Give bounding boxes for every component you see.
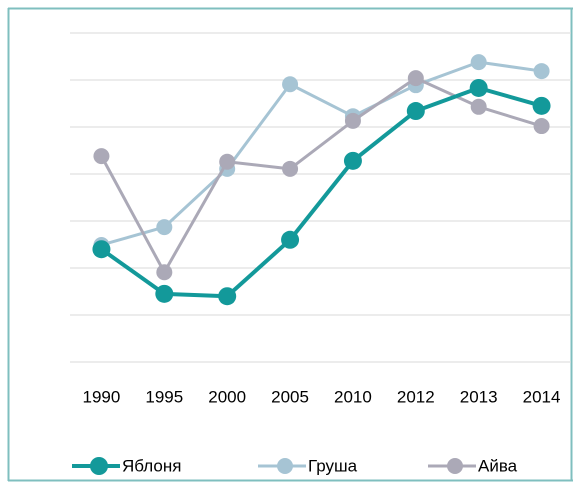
point [344,112,361,129]
legend-label: Яблоня [122,456,181,475]
point [532,96,551,115]
point [218,287,237,306]
point [533,118,550,135]
point [281,230,300,249]
x-tick-label: 1990 [83,387,121,406]
legend-label: Груша [308,456,358,475]
point [93,148,110,165]
point [406,102,425,121]
point [92,240,111,259]
series-line [100,85,543,299]
x-tick-label: 2005 [271,387,309,406]
series-line [101,60,542,247]
point [219,153,236,170]
point [156,219,173,236]
x-tick-label: 1995 [145,387,183,406]
point [470,54,487,71]
series-line [100,76,543,274]
point [407,70,424,87]
legend-marker [277,458,293,474]
point [156,264,173,281]
point [343,151,362,170]
x-tick-label: 2014 [523,387,561,406]
point [155,284,174,303]
point [533,63,550,80]
x-tick-label: 2000 [208,387,246,406]
point [282,160,299,177]
x-tick-label: 2012 [397,387,435,406]
legend-marker [447,458,463,474]
point [470,98,487,115]
point [282,76,299,93]
x-tick-label: 2010 [334,387,372,406]
legend-marker [90,457,108,475]
legend-label: Айва [478,456,518,475]
point [469,78,488,97]
x-tick-label: 2013 [460,387,498,406]
